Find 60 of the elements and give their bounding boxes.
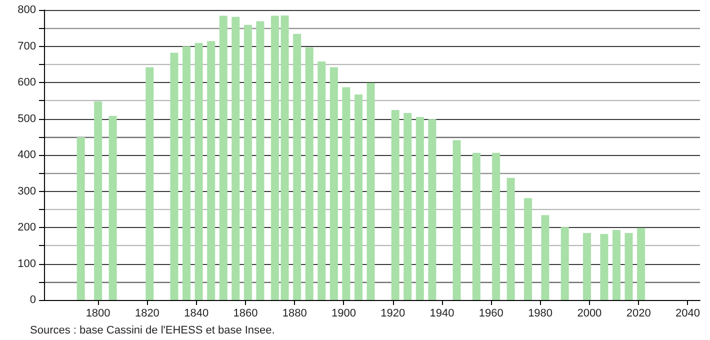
bar bbox=[404, 112, 412, 300]
bar bbox=[366, 82, 375, 300]
y-tick-label: 600 bbox=[18, 76, 36, 88]
x-tick-label: 1960 bbox=[478, 308, 504, 320]
bar bbox=[354, 94, 362, 300]
y-tick-label: 0 bbox=[30, 294, 36, 306]
bar bbox=[452, 140, 461, 300]
y-tick-label: 400 bbox=[18, 149, 36, 161]
y-tick-label: 500 bbox=[18, 112, 36, 125]
bar bbox=[318, 61, 326, 300]
bar bbox=[582, 232, 591, 300]
x-tick-label: 1820 bbox=[134, 308, 160, 320]
bar bbox=[342, 87, 350, 300]
y-tick-label: 800 bbox=[18, 4, 36, 16]
x-tick-label: 1800 bbox=[86, 308, 110, 320]
bar bbox=[391, 110, 400, 300]
bar bbox=[182, 46, 190, 300]
bar bbox=[94, 101, 102, 300]
bar bbox=[330, 67, 338, 300]
y-tick-label: 300 bbox=[18, 185, 36, 198]
x-tick-label: 1980 bbox=[528, 308, 553, 320]
bar bbox=[76, 137, 85, 300]
y-tick-label: 100 bbox=[18, 258, 36, 270]
x-tick-label: 2000 bbox=[577, 308, 602, 320]
bar bbox=[219, 16, 228, 300]
bar bbox=[108, 116, 117, 300]
x-tick-label: 2040 bbox=[675, 308, 700, 320]
y-tick-label: 200 bbox=[18, 222, 36, 234]
source-note: Sources : base Cassini de l'EHESS et base Insee. bbox=[30, 324, 275, 336]
bar bbox=[146, 67, 154, 300]
bar bbox=[170, 52, 178, 300]
x-tick-label: 1940 bbox=[430, 308, 454, 320]
bar bbox=[492, 152, 500, 300]
x-tick-label: 2020 bbox=[626, 308, 651, 320]
bar bbox=[305, 47, 314, 300]
bar bbox=[506, 178, 515, 300]
bar bbox=[416, 116, 424, 300]
bar bbox=[194, 42, 203, 300]
x-tick-label: 1920 bbox=[380, 308, 406, 320]
bar bbox=[472, 152, 480, 300]
x-tick-label: 1860 bbox=[233, 308, 258, 320]
bar bbox=[637, 228, 646, 300]
bar bbox=[270, 16, 279, 300]
x-tick-label: 1900 bbox=[332, 308, 356, 320]
bar bbox=[560, 227, 569, 300]
bar bbox=[256, 21, 264, 300]
bar bbox=[293, 34, 302, 300]
bar bbox=[428, 119, 436, 300]
bar bbox=[207, 41, 216, 300]
x-tick-label: 1840 bbox=[184, 308, 209, 320]
bar bbox=[624, 232, 633, 300]
bar bbox=[612, 230, 620, 300]
x-tick-label: 1880 bbox=[282, 308, 307, 320]
bar bbox=[244, 24, 252, 300]
bar bbox=[232, 16, 240, 300]
bar bbox=[280, 15, 289, 300]
bar bbox=[524, 198, 532, 300]
y-tick-label: 700 bbox=[18, 40, 36, 52]
bar bbox=[600, 234, 608, 300]
bar bbox=[541, 215, 550, 300]
